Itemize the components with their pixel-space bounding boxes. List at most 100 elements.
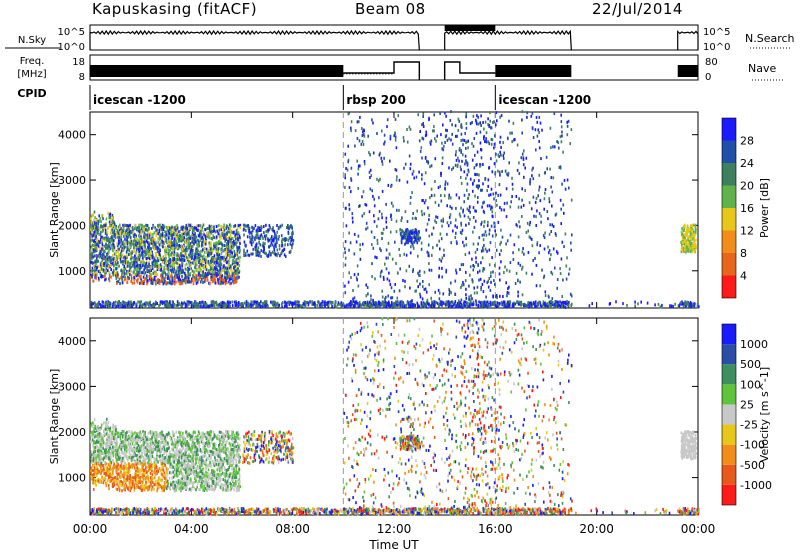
power-cell (543, 247, 546, 251)
power-cell (483, 300, 486, 304)
power-cell (465, 126, 468, 130)
power-cell (189, 224, 192, 228)
power-cell (196, 263, 198, 267)
power-cell (534, 128, 537, 132)
power-cell (546, 167, 548, 171)
power-cell (483, 211, 486, 214)
power-cell (337, 301, 340, 305)
power-cell (98, 226, 101, 230)
power-cell (154, 280, 157, 284)
power-cell (486, 305, 489, 309)
power-cell (544, 290, 547, 294)
power-cell (556, 286, 558, 290)
power-cell (139, 267, 141, 271)
power-cell (500, 228, 502, 232)
power-cell (92, 248, 95, 252)
power-cell (284, 304, 287, 308)
power-cell (182, 225, 184, 229)
power-cell (490, 205, 493, 209)
power-cell (344, 251, 346, 255)
power-cell (549, 300, 551, 304)
power-cell (99, 246, 101, 250)
power-cell (358, 300, 361, 304)
power-cell (187, 302, 189, 306)
power-cell (387, 183, 390, 187)
power-cell (539, 121, 542, 125)
power-cell (411, 304, 413, 308)
power-cell (237, 269, 240, 272)
power-cell (347, 158, 350, 162)
power-cell (404, 279, 406, 283)
power-cell (133, 235, 135, 238)
power-cell (90, 230, 93, 234)
power-cell (465, 112, 468, 116)
power-cell (94, 228, 97, 232)
power-cell (215, 261, 218, 265)
power-cell (200, 249, 202, 253)
power-cell (370, 174, 373, 178)
power-cell (265, 303, 268, 307)
power-cell (423, 212, 426, 216)
power-cell (522, 163, 525, 167)
power-cell (138, 242, 141, 246)
power-cell (99, 304, 102, 308)
power-cell (159, 300, 162, 304)
power-cell (195, 263, 197, 267)
power-cell (518, 197, 520, 201)
power-cell (438, 275, 440, 279)
power-cell (365, 203, 368, 207)
power-cell (95, 245, 98, 249)
power-cell (121, 272, 123, 276)
power-cell (444, 111, 446, 115)
power-cell (373, 197, 375, 201)
power-cell (104, 278, 106, 282)
power-cell (554, 300, 557, 304)
power-cell (166, 263, 169, 267)
power-cell (238, 224, 240, 228)
power-cell (479, 277, 482, 281)
power-cell (417, 271, 419, 275)
power-cell (460, 221, 462, 225)
power-cell (145, 228, 147, 231)
power-cell (94, 249, 97, 253)
power-cell (216, 268, 218, 272)
power-cell (138, 250, 140, 254)
power-cell (477, 304, 480, 307)
power-cell (381, 237, 383, 241)
power-cell (389, 134, 392, 138)
power-cell (176, 273, 179, 277)
power-cell (438, 291, 441, 295)
power-cell (378, 153, 381, 157)
power-cell (505, 187, 508, 191)
power-cell (356, 264, 359, 268)
power-cell (127, 232, 130, 236)
power-cell (144, 233, 147, 237)
power-cell (112, 228, 115, 232)
power-cell (406, 301, 409, 305)
power-cell (118, 228, 121, 232)
power-cell (135, 274, 138, 278)
power-cell (466, 173, 469, 177)
power-cell (129, 239, 132, 243)
power-cell (218, 257, 221, 260)
power-cell (209, 282, 211, 286)
power-cell (99, 303, 101, 306)
power-cell (214, 243, 217, 247)
power-cell (396, 208, 398, 212)
power-cell (231, 237, 234, 240)
power-cell (201, 240, 203, 244)
power-cell (131, 226, 134, 229)
power-cell (154, 273, 156, 276)
power-cell (156, 302, 158, 305)
power-cell (227, 227, 230, 230)
power-cell (422, 115, 424, 118)
power-cell (421, 213, 423, 217)
power-cell (181, 264, 183, 268)
power-cell (350, 300, 352, 304)
power-cell (139, 275, 141, 279)
power-cell (568, 272, 570, 276)
power-cell (177, 266, 180, 270)
power-cell (687, 303, 690, 307)
power-cell (141, 246, 143, 250)
power-cell (119, 241, 121, 245)
